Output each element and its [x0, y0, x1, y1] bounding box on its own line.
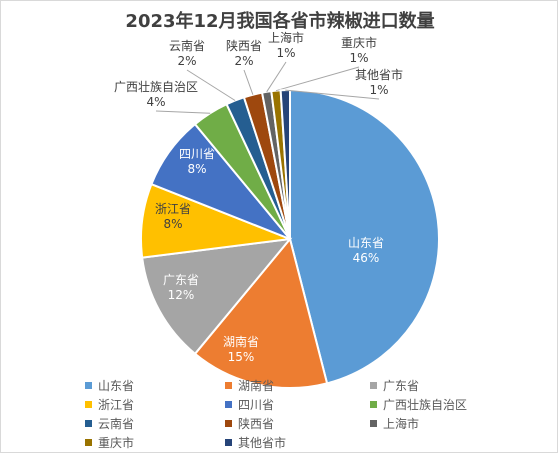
- slice-percent-label: 15%: [228, 350, 255, 364]
- legend-swatch: [225, 382, 232, 389]
- legend-label: 广西壮族自治区: [383, 398, 468, 412]
- legend-item: 四川省: [225, 396, 370, 413]
- legend-item: 山东省: [85, 377, 225, 394]
- slice-name-label: 上海市: [268, 30, 304, 45]
- legend-label: 湖南省: [238, 379, 275, 393]
- slice-percent-label: 4%: [146, 95, 165, 109]
- legend-swatch: [225, 401, 232, 408]
- legend-item: 湖南省: [225, 377, 370, 394]
- pie-slice: [141, 237, 293, 356]
- legend-label: 云南省: [98, 417, 135, 431]
- slice-percent-label: 2%: [177, 54, 196, 68]
- leader-line: [266, 61, 287, 93]
- chart-title: 2023年12月我国各省市辣椒进口数量: [125, 11, 435, 32]
- slice-name-label: 陕西省: [226, 38, 262, 53]
- legend-swatch: [370, 401, 377, 408]
- leader-line: [243, 69, 254, 95]
- slice-percent-label: 1%: [369, 83, 388, 97]
- legend-item: 其他省市: [225, 434, 370, 451]
- legend-label: 其他省市: [238, 436, 287, 450]
- slice-percent-label: 8%: [163, 217, 182, 231]
- leader-line: [285, 89, 380, 100]
- slice-percent-label: 1%: [349, 51, 368, 65]
- legend-swatch: [85, 420, 92, 427]
- leader-line: [275, 66, 360, 92]
- legend-swatch: [370, 420, 377, 427]
- legend-label: 山东省: [98, 379, 135, 393]
- legend-item: 重庆市: [85, 434, 225, 451]
- legend-swatch: [85, 382, 92, 389]
- legend-label: 浙江省: [98, 398, 135, 412]
- slice-percent-label: 8%: [187, 162, 206, 176]
- pie-slice: [289, 88, 440, 385]
- legend: 山东省 湖南省 广东省浙江省 四川省 广西壮族自治区云南省 陕西省 上海市重庆市 其他省市: [85, 377, 525, 451]
- slice-name-label: 浙江省: [155, 202, 191, 216]
- slice-name-label: 其他省市: [355, 67, 403, 82]
- legend-item: 上海市: [370, 415, 520, 432]
- slice-name-label: 重庆市: [341, 35, 377, 50]
- legend-label: 上海市: [383, 417, 420, 431]
- slice-name-label: 广西壮族自治区: [114, 80, 198, 94]
- legend-item: 陕西省: [225, 415, 370, 432]
- legend-item: 广西壮族自治区: [370, 396, 520, 413]
- slice-percent-label: 2%: [234, 54, 253, 68]
- legend-swatch: [225, 439, 232, 446]
- legend-swatch: [85, 401, 92, 408]
- slice-percent-label: 46%: [353, 251, 380, 265]
- legend-label: 四川省: [238, 398, 275, 412]
- legend-swatch: [85, 439, 92, 446]
- pie-slice: [193, 236, 329, 389]
- slice-name-label: 湖南省: [223, 334, 259, 349]
- slice-name-label: 山东省: [348, 236, 384, 250]
- legend-label: 陕西省: [238, 417, 275, 431]
- leader-line: [155, 110, 211, 114]
- legend-swatch: [225, 420, 232, 427]
- slice-percent-label: 1%: [276, 46, 295, 60]
- slice-name-label: 四川省: [179, 147, 215, 161]
- slice-percent-label: 12%: [168, 288, 195, 302]
- leader-line: [186, 69, 236, 101]
- legend-label: 广东省: [383, 379, 420, 393]
- legend-label: 重庆市: [98, 436, 135, 450]
- legend-item: 云南省: [85, 415, 225, 432]
- legend-item: 广东省: [370, 377, 520, 394]
- legend-swatch: [370, 382, 377, 389]
- slice-name-label: 广东省: [163, 273, 199, 287]
- slice-name-label: 云南省: [169, 38, 205, 53]
- legend-item: 浙江省: [85, 396, 225, 413]
